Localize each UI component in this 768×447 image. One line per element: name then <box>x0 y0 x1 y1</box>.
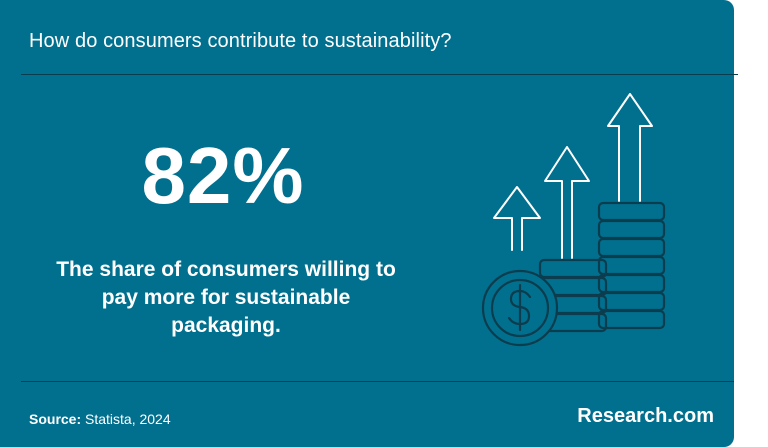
source-label: Source: <box>29 411 82 427</box>
stat-value: 82% <box>141 131 305 220</box>
top-divider <box>21 74 738 75</box>
card-title: How do consumers contribute to sustainab… <box>29 30 452 52</box>
source-text: Statista, 2024 <box>85 411 171 427</box>
infographic-card: How do consumers contribute to sustainab… <box>0 0 738 447</box>
source-note: Source: Statista, 2024 <box>29 411 171 427</box>
coins-growth-arrows-icon <box>481 93 666 347</box>
bottom-divider <box>21 381 734 382</box>
stat-description: The share of consumers willing to pay mo… <box>56 258 396 337</box>
brand-logo: Research.com <box>577 405 714 427</box>
